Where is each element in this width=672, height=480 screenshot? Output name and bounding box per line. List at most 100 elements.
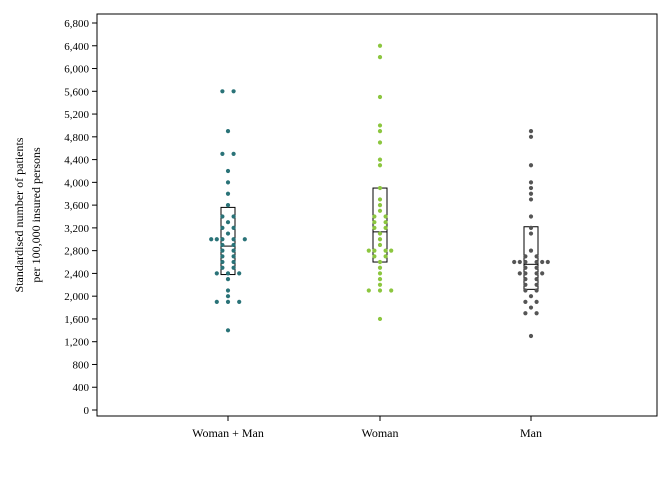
data-point [220, 151, 225, 156]
y-tick-label: 4,000 [64, 177, 89, 189]
plot-frame [96, 13, 658, 417]
data-point [372, 220, 377, 225]
data-point [225, 271, 231, 276]
data-point [231, 242, 236, 248]
y-axis-title-line2: per 100,000 insured persons [29, 147, 43, 283]
data-point [220, 254, 225, 259]
y-axis-title-line1: Standardised number of patients [12, 137, 26, 292]
data-point [225, 328, 231, 333]
data-point [528, 248, 534, 253]
y-tick-label: 6,800 [64, 18, 89, 30]
data-point [523, 265, 528, 270]
data-point [528, 294, 534, 299]
data-point [377, 208, 383, 213]
data-point [225, 231, 231, 236]
data-point [389, 288, 394, 293]
data-point [377, 231, 383, 236]
data-point [225, 294, 231, 299]
data-point [372, 214, 377, 219]
y-tick-label: 6,000 [64, 64, 89, 76]
x-axis: Woman + Man Woman Man [192, 416, 542, 440]
data-point [528, 185, 534, 191]
data-point [377, 123, 383, 128]
data-point [540, 259, 545, 265]
data-point [528, 197, 534, 202]
data-point [372, 254, 377, 259]
data-point [377, 265, 383, 270]
data-point [231, 237, 236, 242]
data-point [225, 129, 231, 134]
data-point [523, 259, 528, 265]
data-point [377, 242, 383, 248]
data-point [377, 203, 383, 208]
data-point [528, 231, 534, 236]
data-point [377, 94, 383, 100]
data-point [534, 299, 539, 304]
data-point [220, 237, 225, 242]
data-point [225, 180, 231, 185]
data-point [214, 299, 219, 304]
data-point [225, 168, 231, 174]
data-point [377, 197, 383, 202]
data-point [225, 220, 231, 225]
x-tick-label: Woman + Man [192, 426, 264, 440]
data-point [517, 259, 522, 265]
y-tick-label: 5,200 [64, 109, 89, 121]
data-point [523, 271, 528, 276]
data-point [528, 129, 534, 134]
data-point [377, 259, 383, 265]
data-point [383, 220, 388, 225]
data-point [225, 191, 231, 196]
data-point [225, 203, 231, 208]
data-point [366, 288, 371, 293]
data-point [377, 163, 383, 168]
data-point [377, 282, 383, 287]
data-point [242, 237, 247, 242]
data-point [377, 271, 383, 276]
data-point [209, 237, 214, 242]
y-tick-label: 3,200 [64, 223, 89, 235]
data-point [220, 259, 225, 265]
y-tick-label: 4,400 [64, 155, 89, 167]
data-point [523, 311, 528, 316]
data-point [372, 248, 377, 253]
data-point [528, 214, 534, 219]
data-point [377, 140, 383, 145]
data-point [528, 305, 534, 310]
y-axis: 0 400 800 1,200 1,600 2,000 2,400 2,800 3,200 3,6… [64, 18, 97, 417]
data-point [534, 277, 539, 282]
data-point [231, 225, 236, 230]
data-point [534, 259, 539, 265]
data-point [214, 237, 219, 242]
y-tick-label: 400 [73, 382, 90, 394]
data-point [377, 55, 383, 60]
data-point [534, 271, 539, 276]
data-point [512, 259, 517, 265]
data-point [225, 288, 231, 293]
data-point [534, 265, 539, 270]
y-tick-label: 800 [73, 359, 90, 371]
data-point [540, 271, 545, 276]
data-point [225, 299, 231, 304]
data-point [528, 180, 534, 185]
y-tick-label: 6,400 [64, 41, 89, 53]
data-point [377, 237, 383, 242]
data-point [372, 225, 377, 230]
data-point [377, 129, 383, 134]
data-point [528, 134, 534, 139]
data-point [225, 277, 231, 282]
data-point [231, 265, 236, 270]
data-point [377, 316, 383, 322]
data-point [237, 271, 242, 276]
y-tick-label: 2,400 [64, 268, 89, 280]
series-group [512, 129, 550, 339]
data-point [377, 157, 383, 162]
data-point [377, 277, 383, 282]
y-tick-label: 0 [84, 405, 90, 417]
data-point [231, 214, 236, 219]
data-point [231, 89, 236, 94]
y-tick-label: 2,800 [64, 246, 89, 258]
y-tick-label: 4,800 [64, 132, 89, 144]
series-group [366, 43, 394, 322]
